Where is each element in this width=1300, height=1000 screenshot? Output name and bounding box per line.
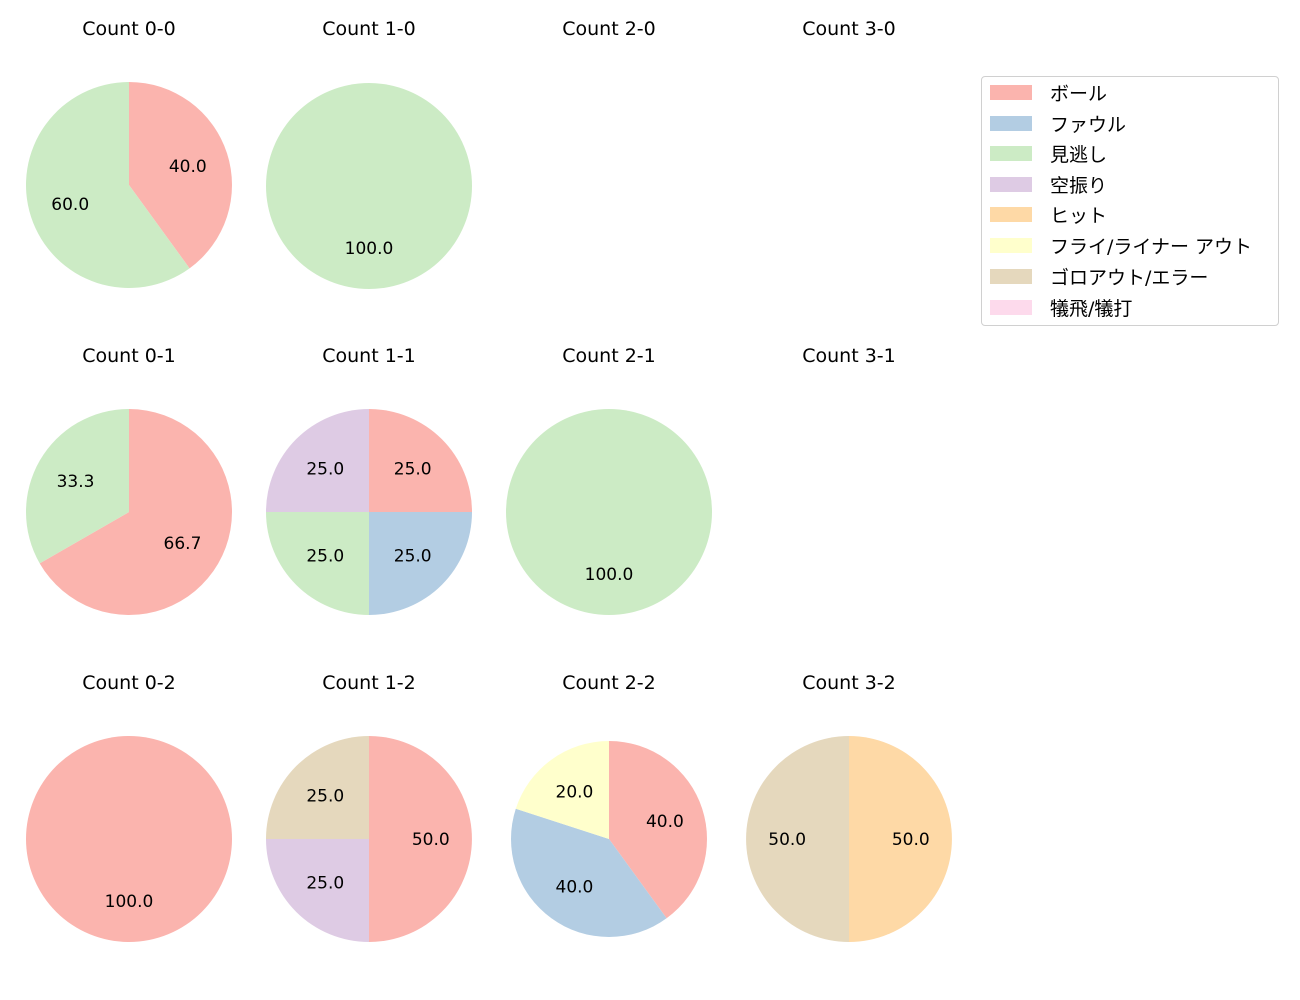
pie-title: Count 3-0 (802, 18, 896, 40)
pie-count-3-0: Count 3-0 (802, 18, 896, 40)
wedge-percent-label: 100.0 (345, 239, 394, 259)
pie-wedge (849, 736, 952, 942)
legend-item-sacrifice: 犠飛/犠打 (990, 296, 1133, 320)
pie-wedge (266, 839, 369, 942)
legend-label: 空振り (1050, 174, 1108, 197)
legend-label: 見逃し (1050, 143, 1108, 166)
pie-title: Count 1-1 (322, 345, 416, 367)
legend-item-foul: ファウル (990, 112, 1127, 136)
wedge-percent-label: 100.0 (105, 892, 154, 912)
wedge-percent-label: 25.0 (394, 459, 432, 479)
pie-title: Count 3-2 (802, 672, 896, 694)
wedge-percent-label: 25.0 (306, 874, 344, 894)
pie-title: Count 2-1 (562, 345, 656, 367)
pie-wedge (266, 512, 369, 615)
pie-wedge (515, 741, 609, 839)
pie-wedge (369, 512, 472, 615)
pie-title: Count 0-1 (82, 345, 176, 367)
legend-label: 犠飛/犠打 (1050, 297, 1133, 320)
legend-item-swinging-strike: 空振り (990, 173, 1108, 197)
wedge-percent-label: 25.0 (306, 786, 344, 806)
legend-swatch (990, 145, 1032, 161)
pie-title: Count 1-2 (322, 672, 416, 694)
legend-item-ball: ボール (990, 81, 1108, 105)
legend-label: ボール (1050, 82, 1108, 105)
wedge-percent-label: 40.0 (556, 878, 594, 898)
pie-wedge (25, 82, 190, 288)
legend-swatch (990, 176, 1032, 192)
pie-title: Count 3-1 (802, 345, 896, 367)
pie-title: Count 2-0 (562, 18, 656, 40)
pie-wedge (266, 409, 369, 512)
pie-title: Count 0-0 (82, 18, 176, 40)
legend-swatch (990, 115, 1032, 131)
pie-count-0-2: Count 0-2 100.0 (26, 672, 232, 942)
pie-count-2-0: Count 2-0 (562, 18, 656, 40)
legend-item-fly-liner-out: フライ/ライナー アウト (990, 234, 1253, 258)
legend-swatch (990, 299, 1032, 315)
wedge-percent-label: 40.0 (169, 157, 207, 177)
legend-label: フライ/ライナー アウト (1050, 235, 1253, 258)
legend-item-called-strike: 見逃し (990, 142, 1108, 166)
legend-item-hit: ヒット (990, 203, 1108, 227)
wedge-percent-label: 40.0 (646, 812, 684, 832)
pie-wedge (129, 82, 232, 269)
legend-label: ゴロアウト/エラー (1050, 266, 1209, 289)
legend-swatch (990, 206, 1032, 222)
legend-swatch (990, 84, 1032, 100)
legend-swatch (990, 237, 1032, 253)
legend: ボール ファウル 見逃し 空振り ヒット フライ/ライナー アウト ゴロアウト/… (981, 76, 1279, 326)
pie-wedge (266, 83, 472, 289)
pie-count-3-2: Count 3-2 50.0 50.0 (746, 672, 952, 942)
wedge-percent-label: 25.0 (306, 547, 344, 567)
wedge-percent-label: 60.0 (51, 195, 89, 215)
pie-count-3-1: Count 3-1 (802, 345, 896, 367)
pie-title: Count 1-0 (322, 18, 416, 40)
wedge-percent-label: 66.7 (164, 534, 202, 554)
wedge-percent-label: 20.0 (556, 782, 594, 802)
pie-count-0-0: Count 0-0 40.0 60.0 (25, 18, 232, 288)
pie-title: Count 2-2 (562, 672, 656, 694)
pie-wedge (506, 409, 712, 615)
legend-item-grounder-out-error: ゴロアウト/エラー (990, 265, 1209, 289)
pie-wedge (369, 409, 472, 512)
pie-count-2-2: Count 2-2 40.0 40.0 20.0 (510, 672, 707, 938)
pie-wedge (510, 808, 667, 938)
pie-count-2-1: Count 2-1 100.0 (506, 345, 712, 615)
pie-count-1-2: Count 1-2 50.0 25.0 25.0 (266, 672, 472, 942)
wedge-percent-label: 33.3 (57, 472, 95, 492)
pie-wedge (266, 736, 369, 839)
wedge-percent-label: 50.0 (892, 830, 930, 850)
pie-wedge (609, 741, 707, 919)
pie-wedge (369, 736, 472, 942)
pie-wedge (25, 409, 129, 564)
legend-swatch (990, 268, 1032, 284)
pie-count-0-1: Count 0-1 66.7 33.3 (25, 345, 233, 615)
pie-count-1-0: Count 1-0 100.0 (266, 18, 472, 289)
pie-count-1-1: Count 1-1 25.0 25.0 25.0 25.0 (266, 345, 472, 615)
pie-wedge (26, 736, 232, 942)
wedge-percent-label: 100.0 (585, 565, 634, 585)
pie-wedge (39, 409, 233, 615)
wedge-percent-label: 25.0 (306, 459, 344, 479)
pie-title: Count 0-2 (82, 672, 176, 694)
wedge-percent-label: 50.0 (412, 830, 450, 850)
wedge-percent-label: 50.0 (768, 830, 806, 850)
wedge-percent-label: 25.0 (394, 547, 432, 567)
legend-label: ファウル (1050, 113, 1127, 136)
pie-wedge (746, 736, 849, 942)
legend-label: ヒット (1050, 204, 1108, 227)
